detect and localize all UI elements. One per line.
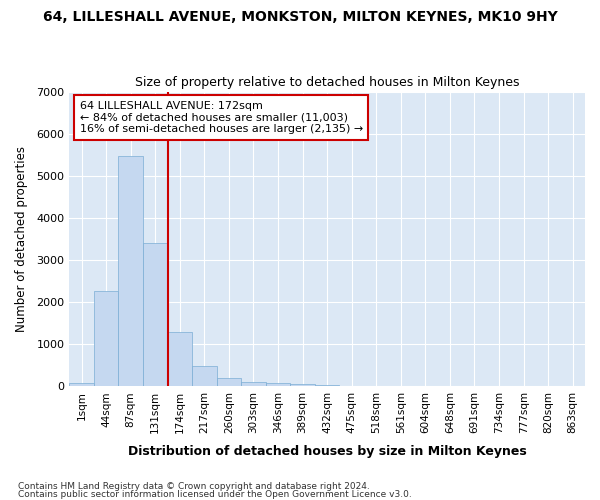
Bar: [192, 366, 217, 386]
Bar: [217, 378, 241, 386]
Bar: [70, 383, 94, 386]
Bar: [167, 332, 192, 386]
Text: Contains public sector information licensed under the Open Government Licence v3: Contains public sector information licen…: [18, 490, 412, 499]
Bar: [118, 156, 143, 386]
Title: Size of property relative to detached houses in Milton Keynes: Size of property relative to detached ho…: [135, 76, 520, 90]
Bar: [290, 384, 315, 386]
Bar: [143, 242, 167, 386]
Text: 64 LILLESHALL AVENUE: 172sqm
← 84% of detached houses are smaller (11,003)
16% o: 64 LILLESHALL AVENUE: 172sqm ← 84% of de…: [80, 101, 363, 134]
Bar: [266, 383, 290, 386]
Text: 64, LILLESHALL AVENUE, MONKSTON, MILTON KEYNES, MK10 9HY: 64, LILLESHALL AVENUE, MONKSTON, MILTON …: [43, 10, 557, 24]
Bar: [94, 290, 118, 386]
X-axis label: Distribution of detached houses by size in Milton Keynes: Distribution of detached houses by size …: [128, 444, 527, 458]
Bar: [241, 382, 266, 386]
Y-axis label: Number of detached properties: Number of detached properties: [15, 146, 28, 332]
Text: Contains HM Land Registry data © Crown copyright and database right 2024.: Contains HM Land Registry data © Crown c…: [18, 482, 370, 491]
Bar: [315, 385, 340, 386]
